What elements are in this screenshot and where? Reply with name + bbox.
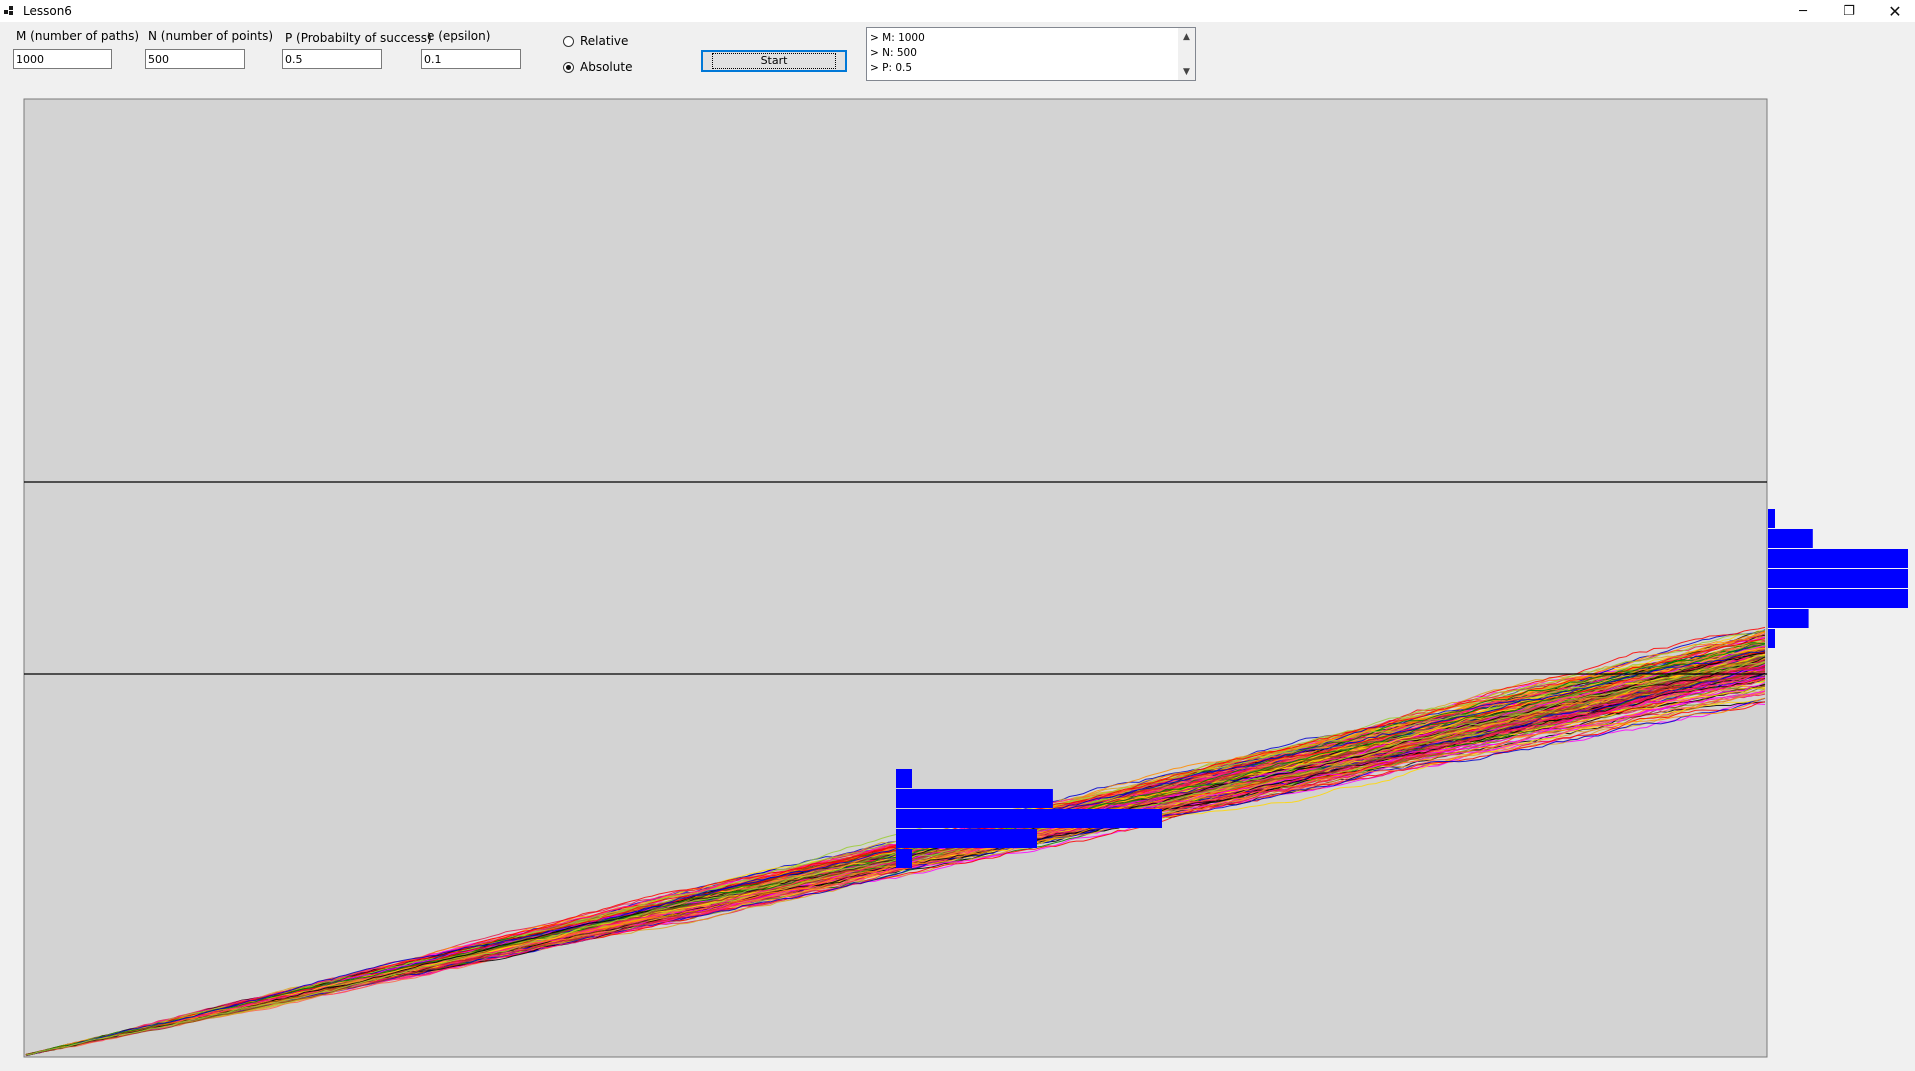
log-line: > M: 1000 [870, 32, 925, 44]
walk-path [25, 650, 1766, 1056]
title-bar: Lesson6 ─ ❐ ✕ [0, 0, 1915, 22]
radio-relative[interactable]: Relative [563, 34, 628, 48]
walk-path [25, 660, 1766, 1056]
mid-histogram-bar [896, 829, 1037, 848]
end-histogram-bar [1768, 549, 1908, 568]
end-histogram-bar [1768, 629, 1775, 648]
window-title: Lesson6 [23, 4, 72, 18]
plot-background [23, 98, 1768, 1058]
end-histogram-bar [1768, 589, 1908, 608]
walk-path [25, 643, 1766, 1056]
radio-absolute-label: Absolute [580, 60, 633, 74]
minimize-button[interactable]: ─ [1799, 3, 1807, 19]
walk-path [25, 638, 1766, 1056]
end-histogram-bar [1768, 529, 1813, 548]
radio-absolute[interactable]: Absolute [563, 60, 632, 74]
mid-histogram-bar [896, 809, 1162, 828]
walk-path [25, 697, 1766, 1056]
walk-path [25, 648, 1766, 1056]
random-walk-chart [23, 98, 1908, 1058]
start-button-label: Start [711, 53, 837, 69]
epsilon-label: e (epsilon) [427, 29, 491, 43]
m-label: M (number of paths) [16, 29, 140, 43]
scroll-down-icon[interactable]: ▼ [1183, 66, 1190, 77]
scroll-up-icon[interactable]: ▲ [1183, 31, 1190, 42]
app-icon [4, 6, 14, 16]
p-label: P (Probabilty of success) [285, 31, 432, 45]
n-label: N (number of points) [148, 29, 274, 43]
end-histogram-bar [1768, 509, 1775, 528]
mid-histogram-bar [896, 849, 912, 868]
n-input[interactable] [145, 49, 245, 69]
log-line: > P: 0.5 [870, 62, 913, 74]
m-input[interactable] [13, 49, 112, 69]
radio-absolute-circle[interactable] [563, 61, 574, 73]
restore-button[interactable]: ❐ [1843, 3, 1855, 19]
start-button[interactable]: Start [701, 50, 847, 72]
end-histogram-bar [1768, 609, 1809, 628]
log-scrollbar[interactable]: ▲ ▼ [1178, 28, 1195, 80]
log-box[interactable]: > M: 1000 > N: 500 > P: 0.5 ▲ ▼ [866, 27, 1196, 81]
walk-path [25, 648, 1766, 1055]
end-histogram-bar [1768, 569, 1908, 588]
close-button[interactable]: ✕ [1888, 1, 1902, 21]
radio-relative-label: Relative [580, 34, 629, 48]
radio-relative-circle[interactable] [563, 35, 574, 47]
epsilon-input[interactable] [421, 49, 521, 69]
log-lines: > M: 1000 > N: 500 > P: 0.5 [870, 31, 925, 76]
mid-histogram-bar [896, 789, 1053, 808]
plot-area [0, 94, 1915, 1068]
walk-path [25, 651, 1766, 1055]
p-input[interactable] [282, 49, 382, 69]
log-line: > N: 500 [870, 47, 917, 59]
mid-histogram-bar [896, 769, 912, 788]
